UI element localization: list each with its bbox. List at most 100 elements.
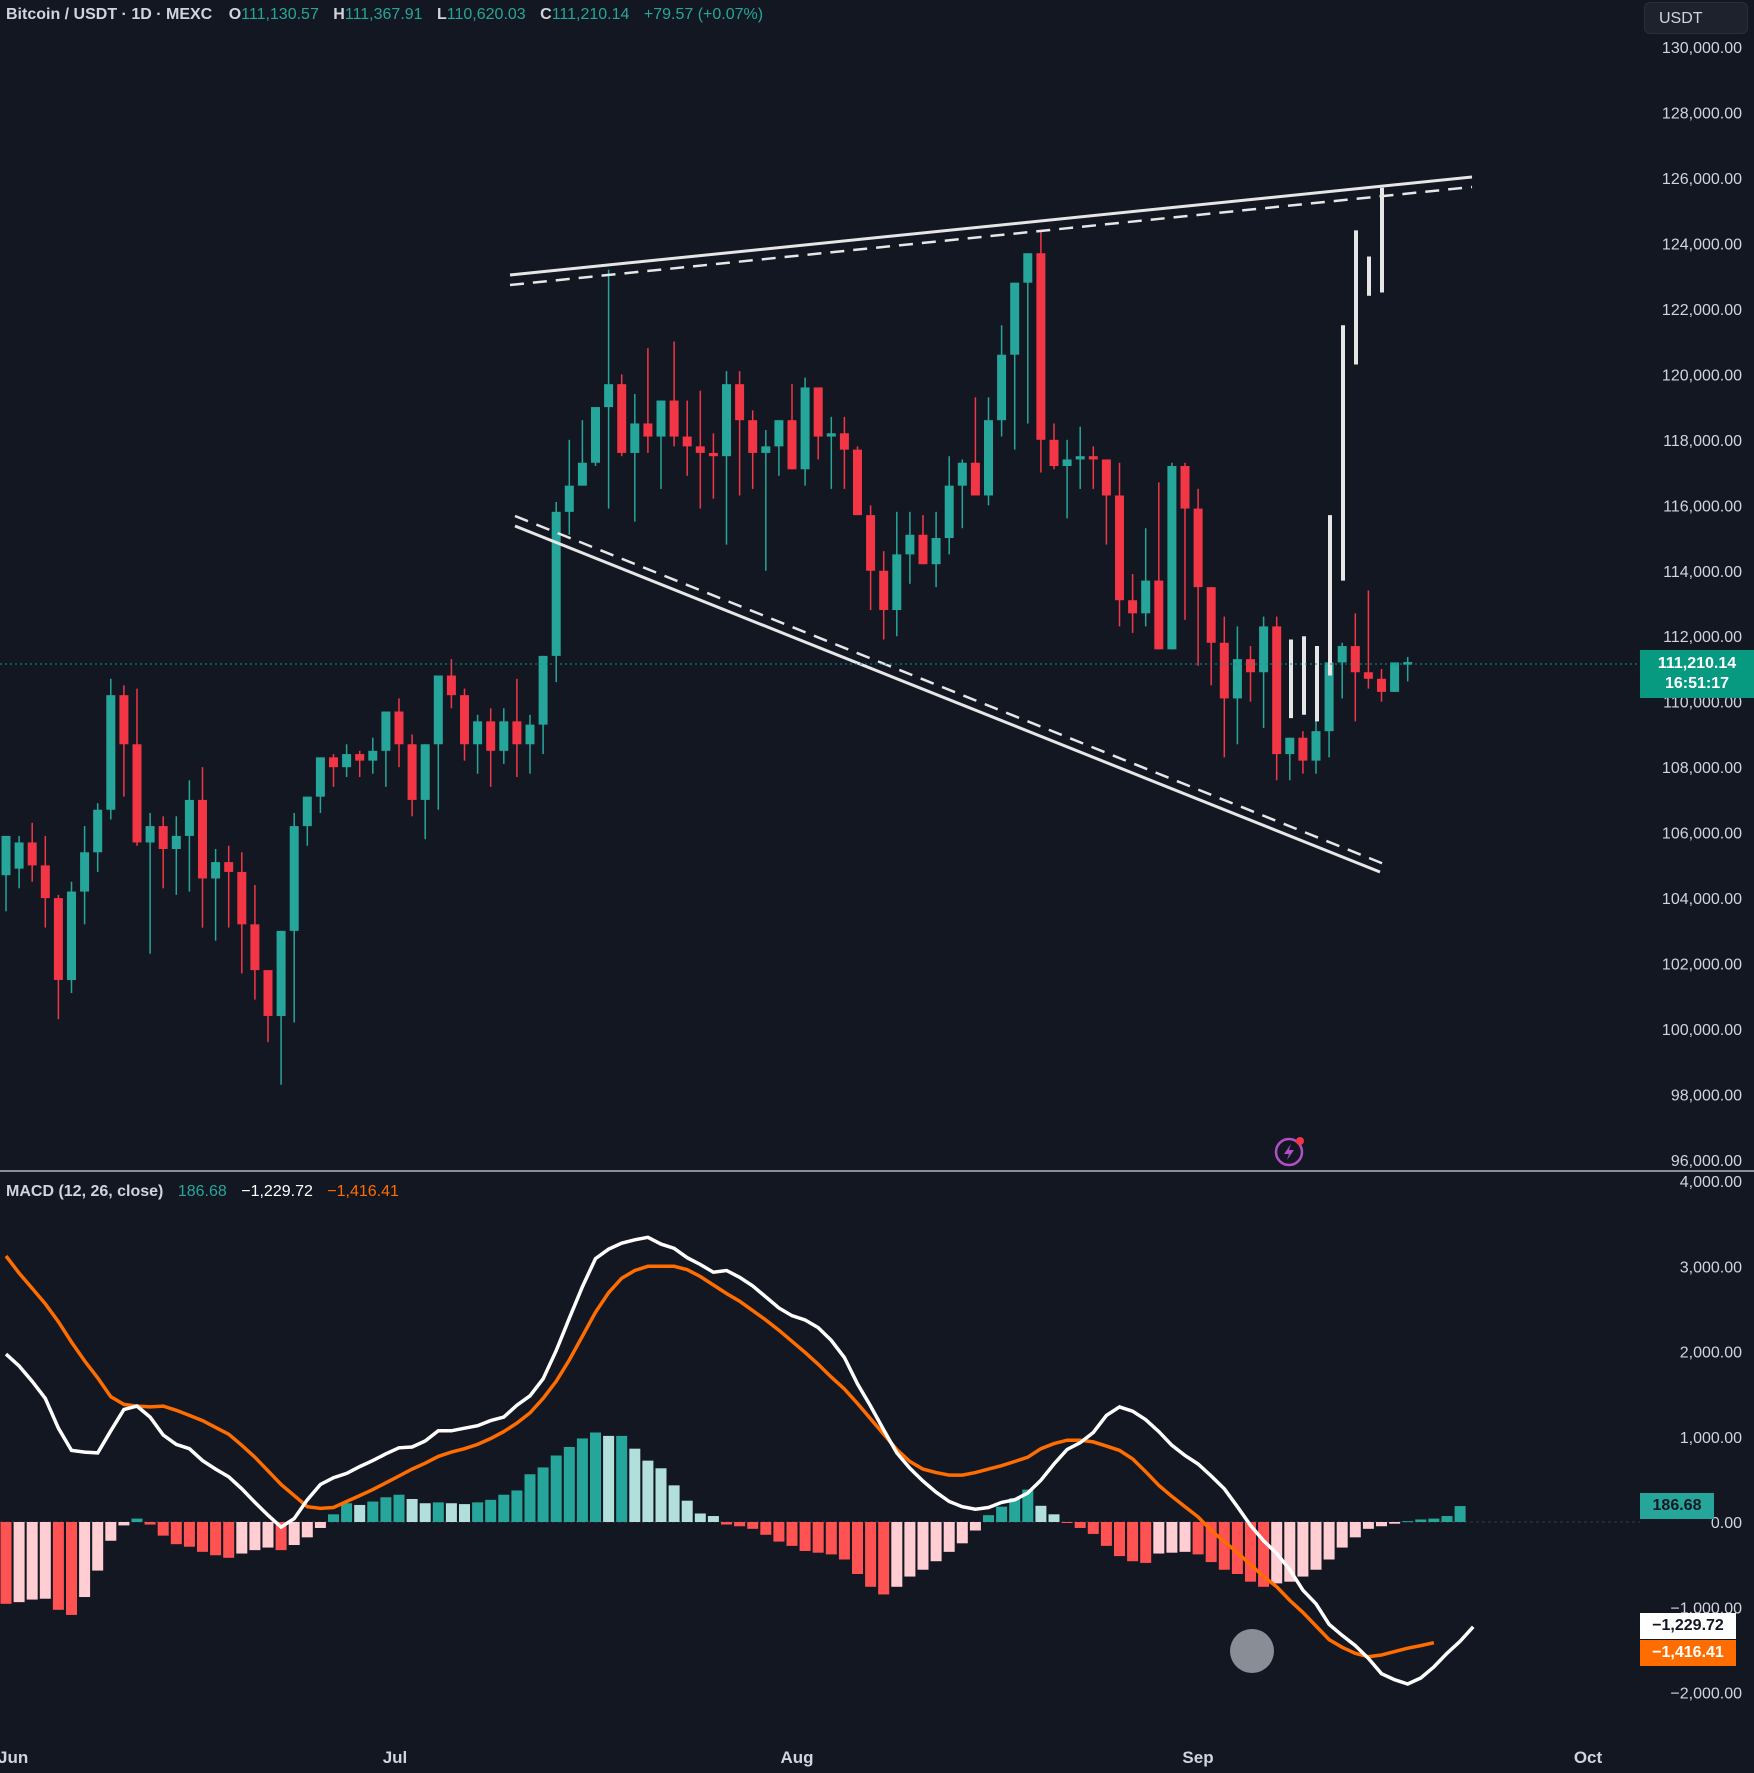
macd-hist-bar (52, 1522, 64, 1610)
time-tick-label: Jun (0, 1748, 28, 1767)
price-tick-label: 108,000.00 (1662, 760, 1742, 777)
candle (1272, 616, 1282, 781)
candle (905, 511, 915, 584)
macd-hist-bar (459, 1504, 470, 1522)
candle (800, 377, 810, 486)
signal-line (4, 1254, 1435, 1659)
candle (119, 685, 129, 797)
macd-hist-bar (288, 1522, 300, 1546)
high-key: H (333, 6, 345, 23)
candle (774, 420, 784, 476)
last-price-tag: 111,210.14 16:51:17 (1640, 650, 1754, 698)
candle (984, 397, 993, 506)
candle (1298, 731, 1308, 774)
macd-hist-bar (511, 1490, 523, 1522)
candle (957, 459, 967, 529)
candle (1075, 426, 1085, 489)
macd-hist-bar (79, 1522, 91, 1598)
crossover-highlight (1230, 1629, 1274, 1673)
macd-hist-bar (721, 1522, 732, 1525)
candle (1390, 662, 1400, 692)
macd-hist-bar (996, 1506, 1008, 1522)
price-tick-label: 120,000.00 (1662, 367, 1742, 384)
candle (970, 397, 980, 496)
currency-button[interactable]: USDT (1644, 2, 1748, 34)
macd-hist-bar (1258, 1522, 1270, 1587)
alert-icon[interactable] (1274, 1137, 1304, 1167)
price-tick-label: 96,000.00 (1671, 1153, 1742, 1170)
macd-hist-bar (878, 1522, 890, 1595)
macd-hist-bar (917, 1522, 929, 1570)
macd-legend[interactable]: MACD (12, 26, close) 186.68 −1,229.72 −1… (6, 1183, 399, 1201)
candle (67, 881, 76, 994)
candle (853, 446, 862, 516)
macd-hist-bar (930, 1522, 942, 1562)
candle (1246, 646, 1255, 702)
price-tick-label: 122,000.00 (1662, 302, 1742, 319)
candle (643, 348, 653, 453)
macd-hist-bar (341, 1503, 353, 1522)
candle (499, 708, 509, 764)
macd-hist-bar (354, 1504, 366, 1522)
macd-hist-bar (642, 1460, 654, 1522)
macd-hist-bar (472, 1502, 484, 1522)
time-tick-label: Jul (383, 1748, 408, 1767)
macd-legend-macd: −1,229.72 (241, 1183, 313, 1200)
lower-trendline-dashed[interactable] (514, 514, 1385, 866)
macd-hist-bar (485, 1499, 497, 1522)
macd-hist-bar (144, 1522, 156, 1525)
symbol-title[interactable]: Bitcoin / USDT · 1D · MEXC (6, 6, 213, 23)
macd-tick-label: 3,000.00 (1680, 1259, 1742, 1276)
macd-hist-bar (1402, 1521, 1414, 1523)
macd-hist-bar (786, 1522, 798, 1546)
time-tick-label: Sep (1182, 1748, 1213, 1767)
candle (342, 744, 352, 777)
time-tick-label: Aug (780, 1748, 813, 1767)
macd-hist-bar (406, 1498, 418, 1522)
candle (591, 407, 600, 467)
price-tick-label: 102,000.00 (1662, 957, 1742, 974)
price-axis[interactable]: 130,000.00 128,000.00 126,000.00 124,000.00… (1662, 40, 1742, 1170)
macd-hist-bar (131, 1518, 143, 1522)
candle (1350, 613, 1360, 722)
lower-trendline[interactable] (514, 524, 1381, 874)
high-value: 111,367.91 (344, 6, 423, 23)
macd-signal-tag: −1,416.41 (1640, 1640, 1736, 1666)
candle (1193, 488, 1203, 666)
candle (1088, 446, 1098, 489)
macd-axis[interactable]: 4,000.003,000.002,000.001,000.000.00−1,0… (1670, 1174, 1742, 1703)
macd-hist-bar (1153, 1522, 1165, 1554)
candle (289, 813, 299, 1023)
candle (420, 744, 430, 840)
macd-hist-bar (1284, 1522, 1296, 1582)
macd-line-tag: −1,229.72 (1640, 1613, 1736, 1639)
macd-hist-bar (956, 1522, 968, 1544)
macd-hist-bar (498, 1494, 510, 1522)
candle (211, 849, 221, 941)
trendline-drawings (509, 175, 1473, 874)
macd-hist-bar (694, 1513, 706, 1522)
upper-trendline-dashed[interactable] (509, 185, 1473, 287)
macd-hist-bar (105, 1522, 117, 1541)
low-key: L (437, 6, 447, 23)
macd-hist-bar (1415, 1519, 1427, 1522)
macd-hist-bar (1349, 1522, 1361, 1538)
macd-hist-bar (590, 1432, 601, 1522)
candle (1023, 253, 1033, 424)
macd-hist-bar (524, 1474, 536, 1522)
macd-hist-bar (1166, 1522, 1178, 1553)
open-key: O (228, 6, 242, 23)
time-axis[interactable]: Jun Jul Aug Sep Oct (0, 1748, 1603, 1767)
macd-hist-bar (1428, 1518, 1440, 1522)
candle (1311, 711, 1321, 774)
macd-hist-bar (39, 1522, 51, 1599)
macd-hist-bar (1245, 1522, 1256, 1582)
candle (735, 371, 745, 496)
upper-trendline[interactable] (509, 175, 1473, 277)
macd-hist-bar (852, 1522, 863, 1575)
macd-hist-bar (183, 1522, 195, 1547)
candle (997, 325, 1007, 437)
macd-hist-bar (550, 1455, 562, 1522)
macd-hist-bar (1441, 1516, 1453, 1522)
